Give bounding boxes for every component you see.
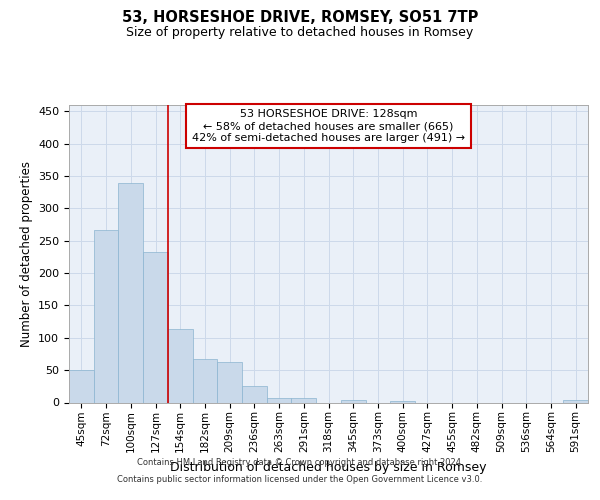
Text: Contains public sector information licensed under the Open Government Licence v3: Contains public sector information licen… (118, 476, 482, 484)
Bar (193, 358, 217, 403)
Bar (118, 182, 143, 402)
Bar (69, 370, 94, 402)
Bar (390, 400, 415, 402)
Text: 53, HORSESHOE DRIVE, ROMSEY, SO51 7TP: 53, HORSESHOE DRIVE, ROMSEY, SO51 7TP (122, 10, 478, 25)
Bar (143, 252, 168, 402)
Bar (242, 386, 267, 402)
Bar (267, 398, 292, 402)
Bar (94, 230, 118, 402)
Text: 53 HORSESHOE DRIVE: 128sqm
← 58% of detached houses are smaller (665)
42% of sem: 53 HORSESHOE DRIVE: 128sqm ← 58% of deta… (192, 110, 465, 142)
Bar (292, 398, 316, 402)
Text: Size of property relative to detached houses in Romsey: Size of property relative to detached ho… (127, 26, 473, 39)
Y-axis label: Number of detached properties: Number of detached properties (20, 161, 32, 347)
X-axis label: Distribution of detached houses by size in Romsey: Distribution of detached houses by size … (170, 460, 487, 473)
Bar (168, 329, 193, 402)
Bar (563, 400, 588, 402)
Bar (217, 362, 242, 403)
Bar (341, 400, 365, 402)
Text: Contains HM Land Registry data © Crown copyright and database right 2024.: Contains HM Land Registry data © Crown c… (137, 458, 463, 467)
